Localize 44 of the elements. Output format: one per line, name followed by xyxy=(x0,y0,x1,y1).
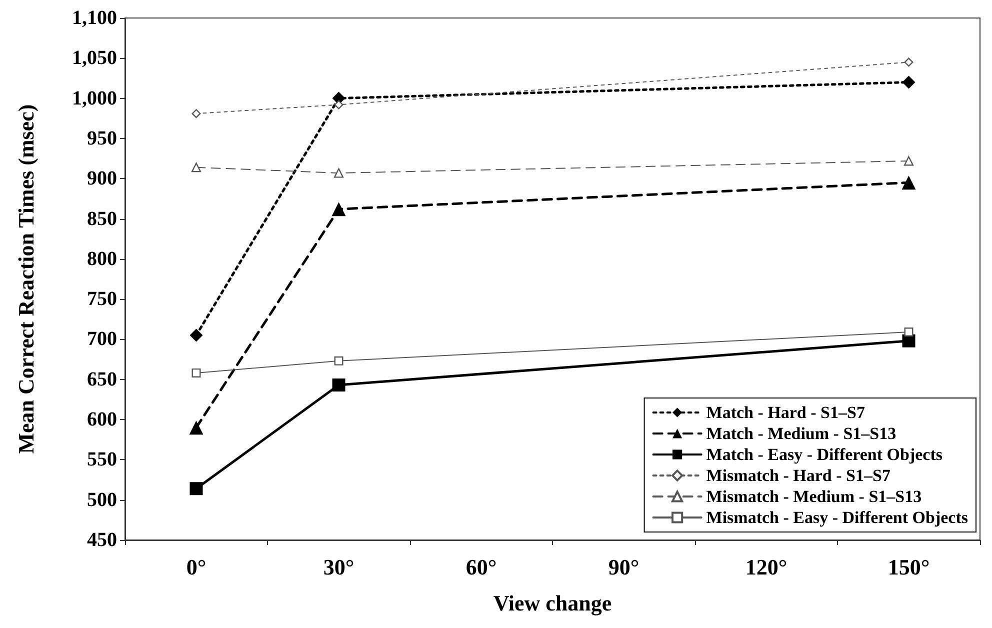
y-tick-label: 800 xyxy=(87,248,117,270)
x-axis-title: View change xyxy=(493,590,612,616)
x-tick-label: 90° xyxy=(608,554,640,580)
point xyxy=(189,420,204,435)
y-tick-label: 1,050 xyxy=(72,47,117,70)
y-tick-label: 500 xyxy=(87,488,117,511)
y-tick-label: 1,100 xyxy=(72,7,117,29)
point xyxy=(334,100,344,110)
x-tick-label: 30° xyxy=(323,554,354,580)
y-tick-label: 750 xyxy=(87,288,117,310)
y-tick-label: 700 xyxy=(87,328,117,350)
y-tick-label: 650 xyxy=(87,368,117,390)
y-tick-label: 850 xyxy=(87,208,117,230)
point xyxy=(334,168,344,178)
point xyxy=(904,58,914,67)
point xyxy=(192,368,201,378)
x-tick-label: 120° xyxy=(745,554,788,580)
legend-label: Match - Easy - Different Objects xyxy=(706,445,943,464)
legend-label: Mismatch - Medium - S1–S13 xyxy=(706,487,922,506)
y-tick-label: 550 xyxy=(87,448,117,471)
y-axis-title: Mean Correct Reaction Times (msec) xyxy=(14,104,38,454)
y-tick-label: 1,000 xyxy=(72,87,117,110)
x-tick-label: 150° xyxy=(888,554,930,580)
point xyxy=(190,328,203,342)
legend-label: Mismatch - Easy - Different Objects xyxy=(706,508,968,527)
point xyxy=(191,162,202,172)
x-tick-label: 0° xyxy=(186,554,206,580)
legend-label: Mismatch - Hard - S1–S7 xyxy=(706,466,891,485)
point xyxy=(190,482,203,496)
point xyxy=(902,176,916,190)
legend-label: Match - Medium - S1–S13 xyxy=(706,424,896,443)
point xyxy=(904,156,914,166)
point xyxy=(904,328,914,337)
y-tick-label: 900 xyxy=(87,168,117,190)
point xyxy=(332,202,346,216)
y-tick-label: 600 xyxy=(87,408,117,431)
y-tick-label: 950 xyxy=(87,127,117,150)
y-tick-label: 450 xyxy=(87,529,117,551)
x-tick-label: 60° xyxy=(466,554,497,580)
legend-label: Match - Hard - S1–S7 xyxy=(706,403,866,422)
point xyxy=(902,76,916,89)
point xyxy=(334,356,344,366)
point xyxy=(332,378,346,392)
point xyxy=(192,109,201,118)
